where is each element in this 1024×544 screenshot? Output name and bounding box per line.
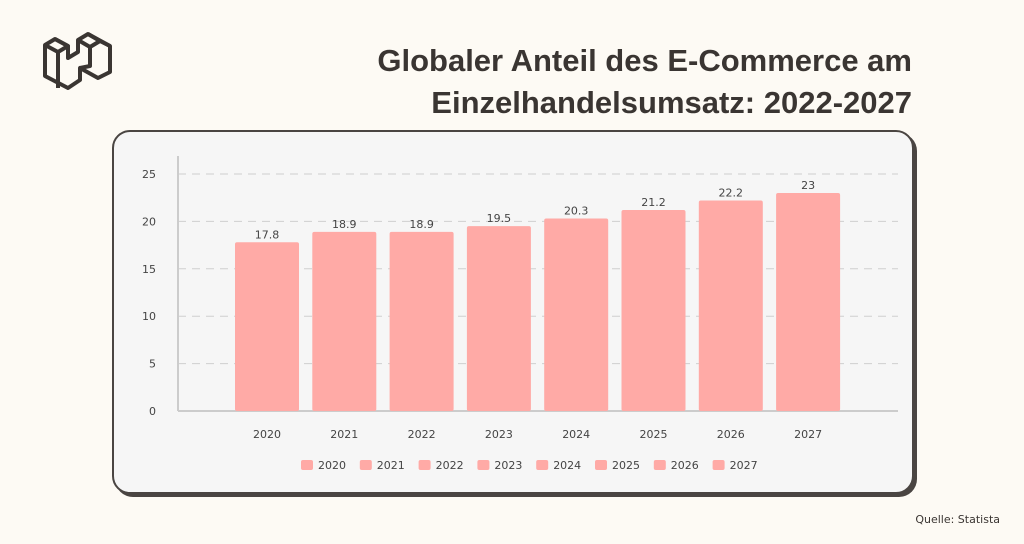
data-label: 23 <box>801 179 815 192</box>
legend-label: 2021 <box>377 459 405 472</box>
bar-2026 <box>698 200 763 411</box>
y-tick-label: 5 <box>149 358 156 371</box>
y-tick-label: 25 <box>142 168 156 181</box>
x-tick-label: 2022 <box>408 428 436 441</box>
bar-2025 <box>621 210 686 411</box>
data-label: 20.3 <box>564 205 589 218</box>
legend-swatch <box>301 460 313 470</box>
data-label: 21.2 <box>641 196 666 209</box>
bar-2023 <box>466 226 531 411</box>
legend-label: 2020 <box>318 459 346 472</box>
chart-title: Globaler Anteil des E-Commerce am Einzel… <box>377 40 912 124</box>
legend-label: 2024 <box>553 459 581 472</box>
title-line-1: Globaler Anteil des E-Commerce am <box>377 43 912 78</box>
x-tick-label: 2026 <box>717 428 745 441</box>
legend-swatch <box>653 460 666 470</box>
data-label: 18.9 <box>409 218 434 231</box>
bar-chart: 051015202517.8202018.9202118.9202219.520… <box>142 156 898 472</box>
legend-label: 2022 <box>436 459 464 472</box>
title-line-2: Einzelhandelsumsatz: 2022-2027 <box>431 85 912 120</box>
legend-swatch <box>595 460 607 470</box>
data-label: 22.2 <box>719 187 744 200</box>
legend-label: 2027 <box>730 459 758 472</box>
y-tick-label: 20 <box>142 215 156 228</box>
legend-label: 2026 <box>671 459 699 472</box>
data-label: 17.8 <box>255 228 280 241</box>
bar-2022 <box>389 231 454 411</box>
legend-swatch <box>418 460 431 470</box>
bar-2020 <box>235 242 299 411</box>
x-tick-label: 2020 <box>253 428 281 441</box>
legend-swatch <box>536 460 549 470</box>
x-tick-label: 2027 <box>794 428 822 441</box>
legend-swatch <box>712 460 725 470</box>
x-tick-label: 2023 <box>485 428 513 441</box>
bar-2021 <box>312 231 377 411</box>
legend-swatch <box>359 460 372 470</box>
y-tick-label: 0 <box>149 405 156 418</box>
x-tick-label: 2024 <box>562 428 590 441</box>
legend-swatch <box>477 460 490 470</box>
logo-icon <box>43 32 112 90</box>
data-label: 18.9 <box>332 218 357 231</box>
y-tick-label: 15 <box>142 263 156 276</box>
bar-2024 <box>544 218 609 411</box>
y-tick-label: 10 <box>142 310 156 323</box>
bar-2027 <box>776 192 841 411</box>
x-tick-label: 2025 <box>640 428 668 441</box>
chart-card: 0 5 10 15 20 25 17.8 2020 18.9 2021 18.9 2022 19.5 20… <box>112 130 914 494</box>
source-note: Quelle: Statista <box>915 513 1000 526</box>
legend-label: 2023 <box>494 459 522 472</box>
data-label: 19.5 <box>487 212 512 225</box>
legend-label: 2025 <box>612 459 640 472</box>
x-tick-label: 2021 <box>330 428 358 441</box>
